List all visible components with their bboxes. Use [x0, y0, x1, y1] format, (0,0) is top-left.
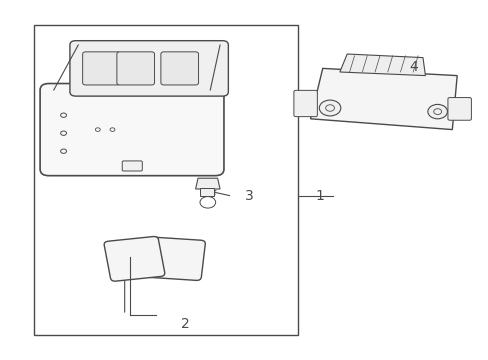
Text: 1: 1: [315, 189, 324, 203]
FancyBboxPatch shape: [104, 237, 164, 281]
FancyBboxPatch shape: [40, 84, 224, 176]
Polygon shape: [339, 54, 425, 76]
Circle shape: [319, 100, 340, 116]
Text: 2: 2: [181, 317, 190, 331]
FancyBboxPatch shape: [447, 98, 470, 120]
FancyBboxPatch shape: [82, 52, 120, 85]
FancyBboxPatch shape: [161, 52, 198, 85]
Text: 3: 3: [244, 189, 253, 203]
Bar: [200, 188, 214, 196]
FancyBboxPatch shape: [293, 90, 317, 117]
Polygon shape: [195, 178, 220, 189]
Circle shape: [427, 104, 447, 119]
Polygon shape: [310, 68, 456, 130]
FancyBboxPatch shape: [146, 237, 205, 280]
FancyBboxPatch shape: [122, 161, 142, 171]
FancyBboxPatch shape: [70, 41, 228, 96]
FancyBboxPatch shape: [117, 52, 154, 85]
Bar: [34, 25, 298, 335]
Text: 4: 4: [408, 60, 417, 73]
